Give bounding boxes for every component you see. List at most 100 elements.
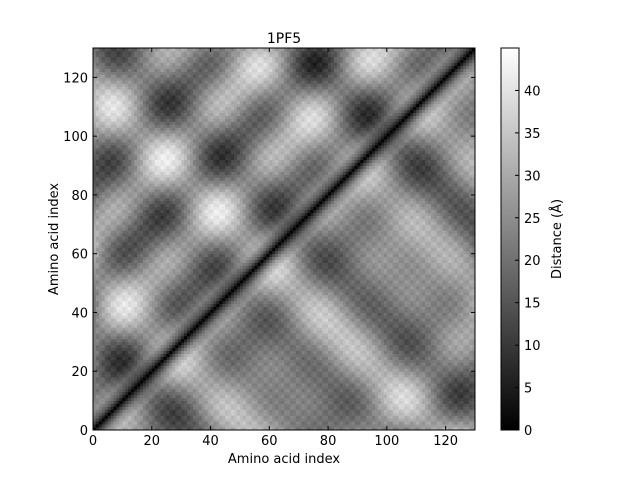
heatmap-cell xyxy=(93,139,97,143)
heatmap-cell xyxy=(98,303,103,307)
heatmap-cell xyxy=(119,333,123,337)
heatmap-cell xyxy=(134,356,138,360)
heatmap-cell xyxy=(154,347,159,352)
heatmap-cell xyxy=(163,236,167,240)
heatmap-cell xyxy=(140,362,144,366)
heatmap-cell xyxy=(154,362,159,366)
heatmap-cell xyxy=(101,312,106,316)
heatmap-cell xyxy=(169,165,173,169)
heatmap-cell xyxy=(125,247,129,252)
heatmap-cell xyxy=(93,65,97,69)
heatmap-cell xyxy=(116,203,120,208)
heatmap-cell xyxy=(201,133,206,137)
heatmap-cell xyxy=(169,294,173,299)
heatmap-cell xyxy=(160,265,164,269)
heatmap-cell xyxy=(189,212,194,216)
heatmap-cell xyxy=(134,56,138,61)
heatmap-cell xyxy=(107,268,112,272)
heatmap-cell xyxy=(119,221,123,225)
heatmap-cell xyxy=(166,409,170,413)
heatmap-cell xyxy=(187,324,191,328)
heatmap-cell xyxy=(142,48,147,52)
heatmap-cell xyxy=(160,239,164,243)
heatmap-cell xyxy=(93,80,97,84)
heatmap-cell xyxy=(178,209,182,213)
heatmap-cell xyxy=(163,147,167,152)
heatmap-cell xyxy=(131,239,135,243)
heatmap-cell xyxy=(166,142,170,146)
heatmap-cell xyxy=(160,315,164,319)
heatmap-cell xyxy=(113,294,117,299)
heatmap-cell xyxy=(95,209,100,213)
heatmap-cell xyxy=(110,327,114,331)
heatmap-cell xyxy=(175,127,179,131)
heatmap-cell xyxy=(131,297,135,302)
heatmap-cell xyxy=(192,236,197,240)
heatmap-cell xyxy=(140,280,144,284)
heatmap-cell xyxy=(101,124,106,128)
heatmap-cell xyxy=(142,259,147,263)
heatmap-cell xyxy=(122,212,126,216)
heatmap-cell xyxy=(195,359,200,363)
heatmap-cell xyxy=(160,338,164,343)
heatmap-cell xyxy=(201,100,206,105)
heatmap-cell xyxy=(113,382,117,387)
heatmap-cell xyxy=(107,153,112,158)
heatmap-cell xyxy=(201,382,206,387)
heatmap-cell xyxy=(160,318,164,322)
heatmap-cell xyxy=(134,374,138,378)
heatmap-cell xyxy=(181,253,185,258)
heatmap-cell xyxy=(110,230,114,234)
heatmap-cell xyxy=(134,209,138,213)
heatmap-cell xyxy=(163,153,167,158)
heatmap-cell xyxy=(140,165,144,169)
heatmap-cell xyxy=(93,427,97,431)
heatmap-cell xyxy=(98,418,103,422)
heatmap-cell xyxy=(154,274,159,278)
heatmap-cell xyxy=(93,356,97,360)
heatmap-cell xyxy=(160,153,164,158)
heatmap-cell xyxy=(137,318,141,322)
heatmap-cell xyxy=(201,153,206,158)
heatmap-cell xyxy=(145,321,150,325)
heatmap-cell xyxy=(145,97,150,102)
heatmap-cell xyxy=(160,206,164,211)
heatmap-cell xyxy=(113,256,117,260)
heatmap-cell xyxy=(107,92,112,96)
heatmap-cell xyxy=(192,112,197,116)
heatmap-cell xyxy=(195,62,200,67)
heatmap-cell xyxy=(195,241,200,246)
heatmap-cell xyxy=(154,297,159,302)
heatmap-cell xyxy=(122,406,126,410)
heatmap-cell xyxy=(178,286,182,290)
heatmap-cell xyxy=(148,250,153,255)
heatmap-cell xyxy=(175,197,179,202)
heatmap-cell xyxy=(198,424,203,428)
heatmap-cell xyxy=(104,421,109,425)
heatmap-cell xyxy=(204,353,208,357)
heatmap-cell xyxy=(95,394,100,399)
heatmap-cell xyxy=(119,409,123,413)
heatmap-cell xyxy=(160,174,164,178)
heatmap-cell xyxy=(175,239,179,243)
heatmap-cell xyxy=(113,89,117,93)
heatmap-cell xyxy=(189,259,194,263)
heatmap-cell xyxy=(137,230,141,234)
heatmap-cell xyxy=(181,268,185,272)
heatmap-cell xyxy=(148,200,153,205)
heatmap-cell xyxy=(142,62,147,67)
heatmap-cell xyxy=(166,224,170,228)
heatmap-cell xyxy=(195,224,200,228)
heatmap-cell xyxy=(134,106,138,111)
heatmap-cell xyxy=(187,265,191,269)
heatmap-cell xyxy=(201,171,206,175)
heatmap-cell xyxy=(198,421,203,425)
heatmap-cell xyxy=(107,315,112,319)
heatmap-cell xyxy=(178,265,182,269)
heatmap-cell xyxy=(104,224,109,228)
heatmap-cell xyxy=(128,256,132,260)
heatmap-cell xyxy=(157,236,161,240)
heatmap-cell xyxy=(98,421,103,425)
heatmap-cell xyxy=(175,97,179,102)
heatmap-cell xyxy=(125,74,129,78)
